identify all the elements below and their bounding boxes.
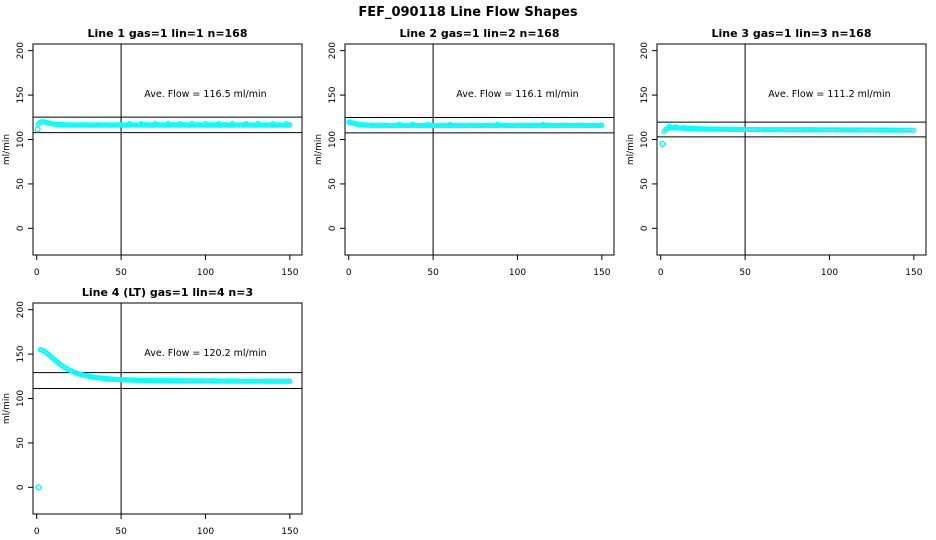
y-tick-label: 50 [640, 178, 650, 190]
plot-box [32, 302, 303, 515]
data-point [230, 120, 235, 126]
panel-title: Line 3 gas=1 lin=3 n=168 [711, 27, 871, 40]
x-tick-label: 0 [34, 268, 40, 278]
y-tick-label: 150 [328, 86, 338, 103]
data-point [681, 124, 687, 130]
data-point [284, 120, 289, 126]
x-tick-label: 100 [821, 268, 838, 278]
x-tick-label: 50 [739, 268, 751, 278]
panel-title: Line 4 (LT) gas=1 lin=4 n=3 [82, 286, 253, 299]
y-tick-label: 150 [16, 86, 26, 103]
y-axis-label: ml/min [2, 134, 12, 165]
x-tick-label: 100 [509, 268, 526, 278]
y-tick-label: 100 [640, 131, 650, 148]
x-tick-label: 100 [197, 527, 214, 537]
x-tick-label: 150 [905, 268, 922, 278]
outlier-point [659, 140, 666, 148]
data-point [165, 120, 171, 126]
x-tick-label: 50 [427, 268, 439, 278]
data-point [540, 121, 546, 127]
y-tick-label: 50 [16, 437, 26, 449]
panel-line-1: Line 1 gas=1 lin=1 n=168 0 50 100 150 0 50 100 1… [2, 27, 303, 278]
y-axis-label: ml/min [314, 134, 324, 165]
y-tick-label: 150 [16, 345, 26, 362]
y-tick-label: 0 [640, 225, 650, 231]
data-point [152, 120, 158, 126]
x-tick-label: 150 [281, 268, 298, 278]
y-tick-label: 0 [16, 484, 26, 490]
data-point [270, 120, 276, 126]
y-tick-label: 150 [640, 86, 650, 103]
x-tick-label: 0 [346, 268, 352, 278]
panel-line-4: Line 4 (LT) gas=1 lin=4 n=3 0 50 100 150 0 50 1… [2, 286, 303, 537]
y-tick-label: 200 [16, 301, 26, 318]
y-tick-label: 100 [328, 131, 338, 148]
y-tick-label: 200 [16, 42, 26, 59]
data-point [138, 120, 144, 126]
ave-flow-annotation: Ave. Flow = 116.5 ml/min [144, 89, 266, 100]
data-point [216, 120, 222, 126]
outlier-point [35, 484, 42, 491]
data-point [410, 121, 416, 127]
y-axis-label: ml/min [2, 393, 12, 424]
data-point [203, 120, 208, 126]
ave-flow-annotation: Ave. Flow = 111.2 ml/min [768, 89, 890, 100]
x-tick-label: 50 [115, 268, 127, 278]
panel-line-3: Line 3 gas=1 lin=3 n=168 0 50 100 150 0 50 100 1… [626, 27, 927, 278]
figure-title: FEF_090118 Line Flow Shapes [358, 5, 578, 20]
data-points [34, 119, 293, 133]
y-tick-label: 100 [16, 131, 26, 148]
data-point [255, 120, 261, 126]
panel-line-2: Line 2 gas=1 lin=2 n=168 0 50 100 150 0 50 100 1… [314, 27, 615, 278]
data-points [346, 119, 605, 129]
x-tick-label: 100 [197, 268, 214, 278]
y-axis-label: ml/min [626, 134, 636, 165]
data-point [189, 120, 195, 126]
panel-title: Line 2 gas=1 lin=2 n=168 [399, 27, 559, 40]
y-tick-label: 0 [16, 225, 26, 231]
data-points [35, 346, 293, 491]
y-tick-label: 200 [328, 42, 338, 59]
x-tick-label: 150 [281, 527, 298, 537]
x-tick-label: 0 [658, 268, 664, 278]
data-point [447, 121, 453, 127]
plot-box [32, 43, 303, 256]
y-tick-label: 100 [16, 390, 26, 407]
ave-flow-annotation: Ave. Flow = 120.2 ml/min [144, 348, 266, 359]
plot-box [656, 43, 927, 256]
data-point [666, 123, 672, 129]
data-point [127, 120, 132, 126]
data-point [177, 120, 183, 126]
y-tick-label: 50 [328, 178, 338, 190]
x-tick-label: 0 [34, 527, 40, 537]
outlier-point [34, 126, 41, 133]
data-point [243, 120, 249, 126]
data-points [659, 123, 917, 148]
panel-title: Line 1 gas=1 lin=1 n=168 [87, 27, 247, 40]
y-tick-label: 50 [16, 178, 26, 190]
data-point [673, 124, 679, 129]
plot-box [344, 43, 615, 256]
x-tick-label: 150 [593, 268, 610, 278]
y-tick-label: 200 [640, 42, 650, 59]
data-point [494, 121, 500, 127]
x-tick-label: 50 [115, 527, 127, 537]
data-point [425, 121, 431, 127]
ave-flow-annotation: Ave. Flow = 116.1 ml/min [456, 89, 578, 100]
data-point [396, 121, 402, 127]
y-tick-label: 0 [328, 225, 338, 231]
